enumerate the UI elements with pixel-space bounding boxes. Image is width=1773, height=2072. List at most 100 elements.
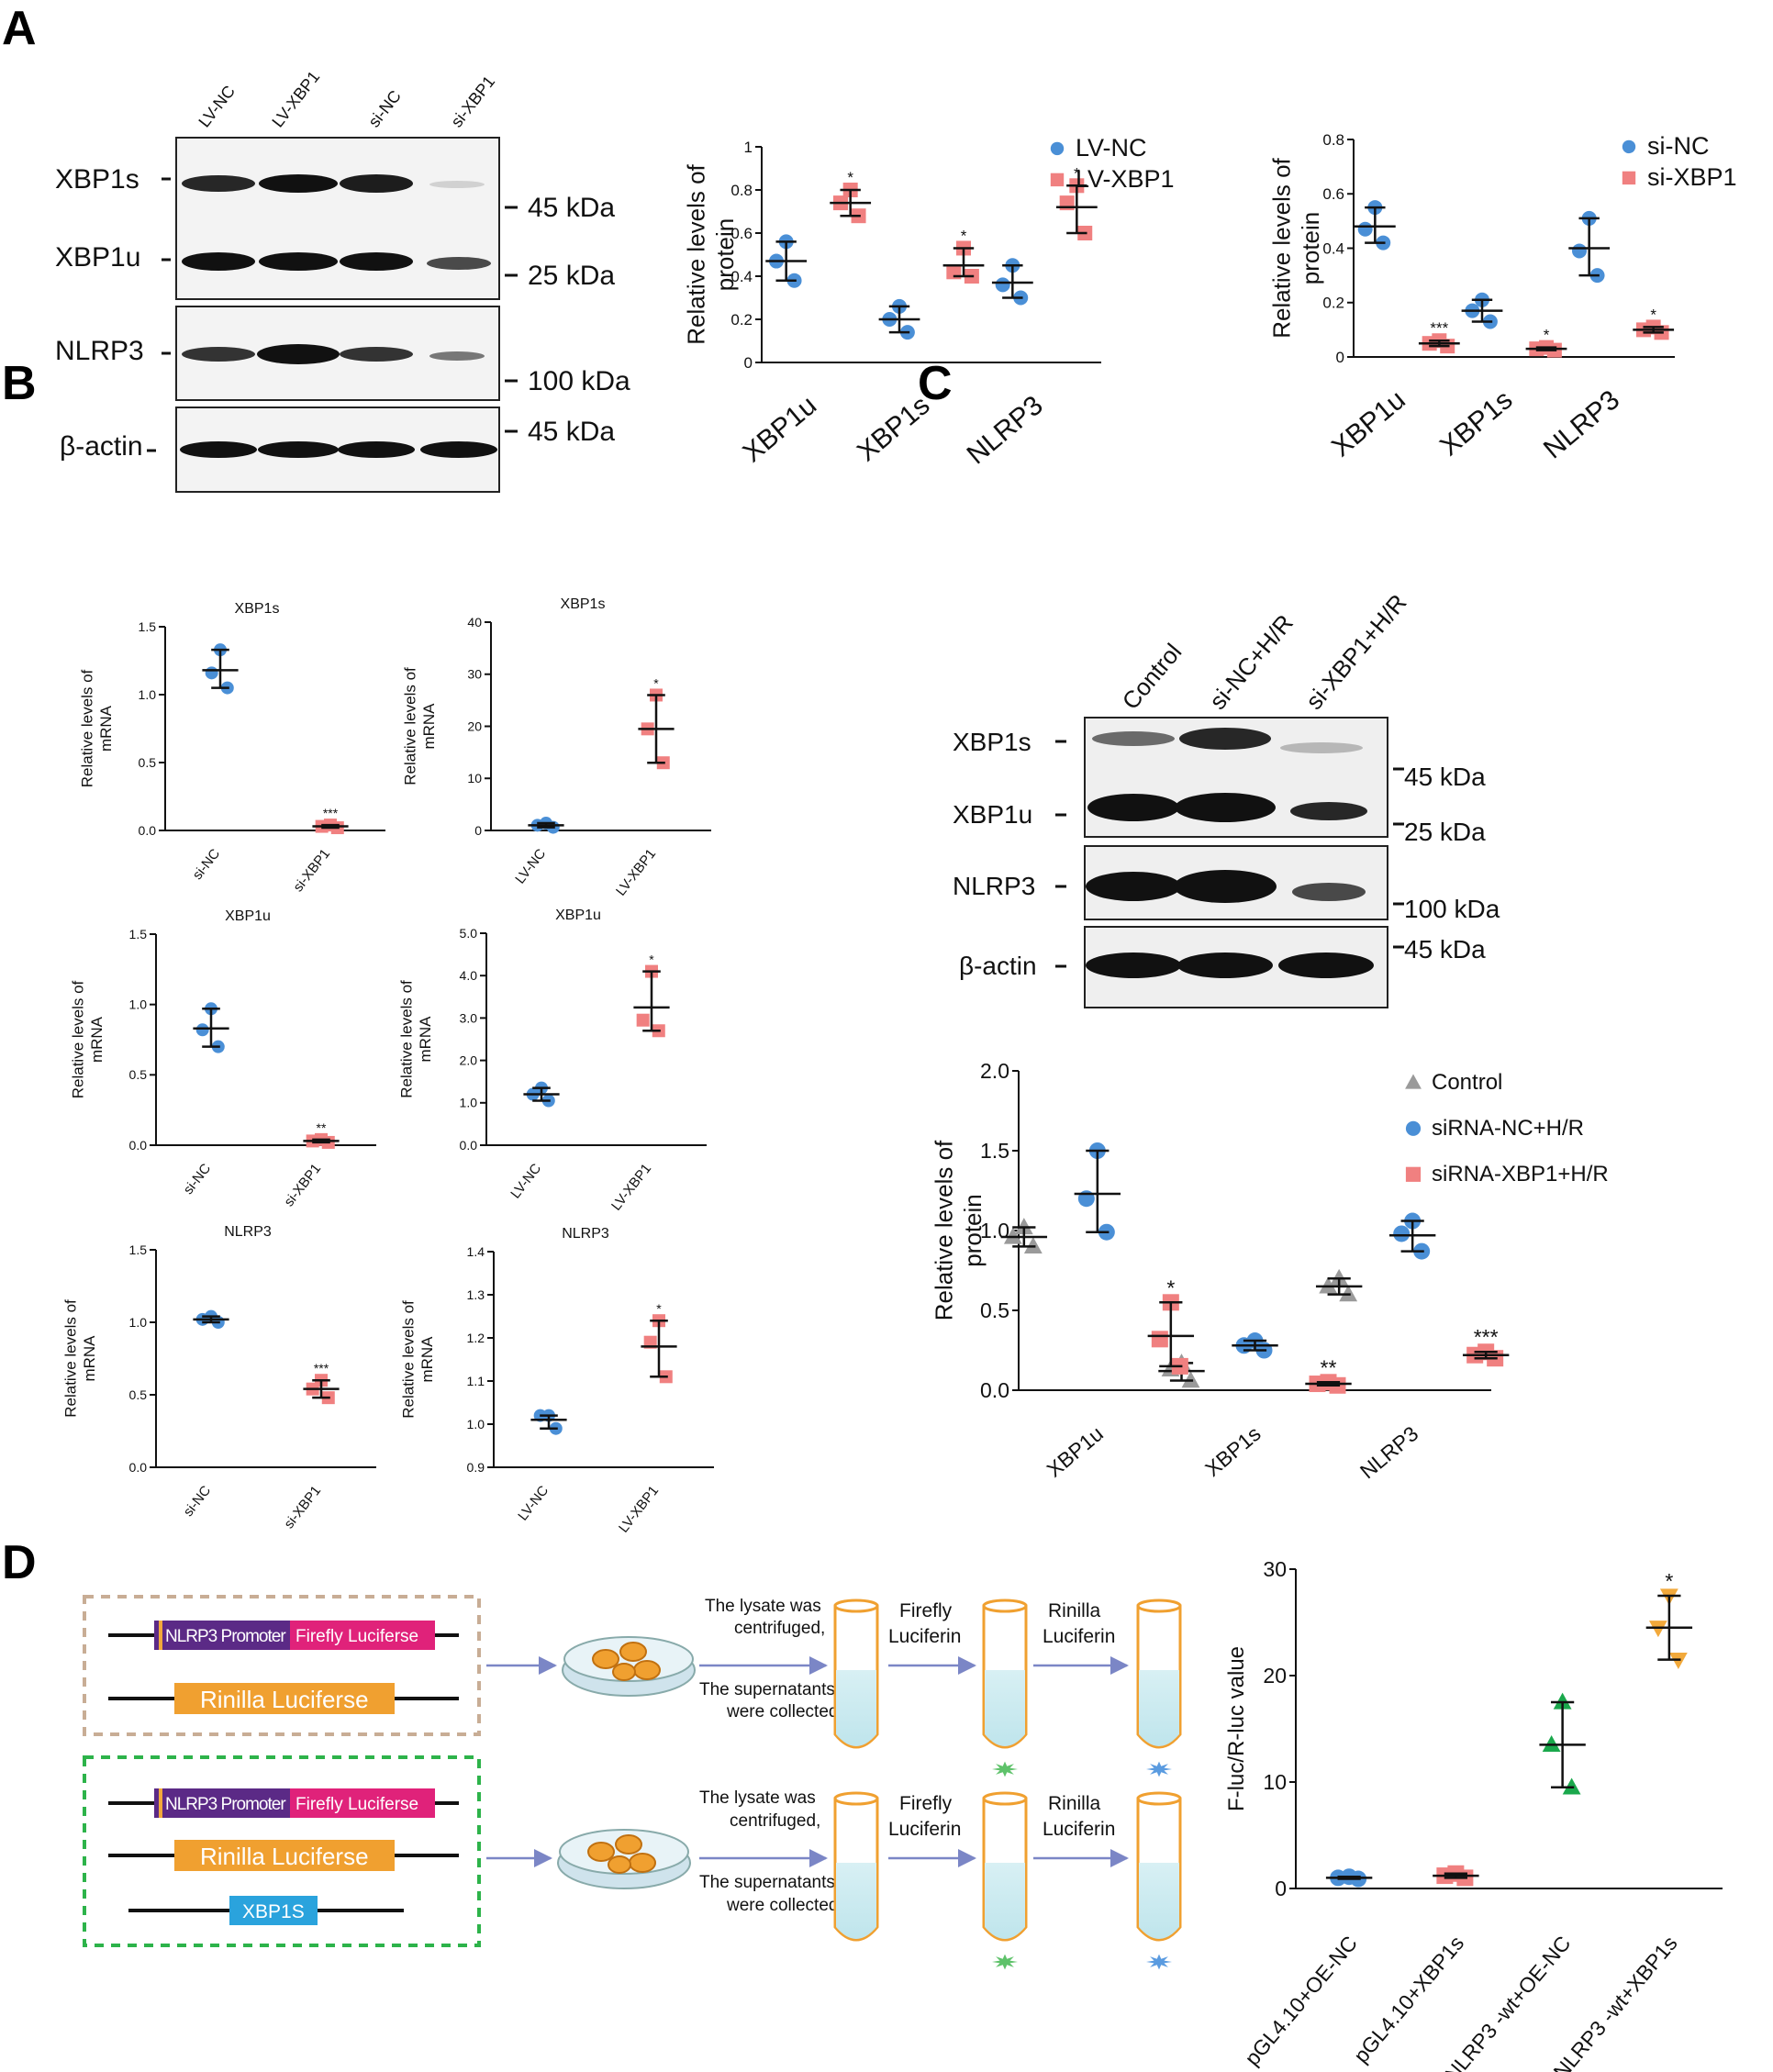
y-axis-label: Relative levels of [398, 980, 416, 1098]
band [1086, 872, 1181, 901]
y-tick-label: 1.0 [139, 687, 157, 702]
point-group [1305, 1374, 1352, 1394]
band [180, 441, 257, 458]
y-tick-label: 30 [467, 667, 482, 682]
y-tick-label: 10 [467, 771, 482, 785]
step-text: The lysate was [699, 1788, 816, 1808]
data-point [1050, 141, 1065, 156]
x-tick-label: LV-NC [515, 1483, 552, 1524]
legend-label: si-NC [1647, 132, 1710, 160]
point-group [1325, 1868, 1373, 1888]
data-point [1151, 1331, 1168, 1348]
y-tick-label: 5.0 [460, 926, 478, 941]
point-group [1418, 333, 1460, 354]
culture-dish-icon [562, 1636, 696, 1697]
legend-label: LV-NC [1076, 134, 1147, 162]
band [1092, 731, 1175, 746]
point-group [193, 1309, 229, 1329]
chart-b6: 0.9 1.0 1.1 1.2 1.3 1.4 Relative levels of mRNA… [400, 1226, 714, 1536]
point-group [1568, 210, 1611, 284]
reagent-text: Luciferin [888, 1626, 961, 1647]
y-tick-label: 0.8 [1322, 131, 1344, 149]
y-tick-label: 0.0 [129, 1138, 148, 1153]
point-group [1645, 1588, 1693, 1669]
x-tick-label: NLRP3 [1538, 384, 1625, 464]
data-point [1339, 1285, 1358, 1302]
data-point [1330, 1268, 1349, 1286]
data-point [1542, 1735, 1561, 1753]
step-text: were collected [726, 1702, 838, 1721]
chart-b4: 0.0 1.0 2.0 3.0 4.0 5.0 Relative levels of mRNA… [398, 908, 707, 1214]
step-text: centrifuged, [734, 1619, 825, 1638]
band [259, 174, 338, 193]
test-tube-icon [1136, 1791, 1182, 1970]
significance-label: * [1665, 1569, 1673, 1593]
x-tick-label: NLRP3 [962, 390, 1049, 470]
luminescence-icon [1146, 1954, 1172, 1970]
point-group [1354, 200, 1396, 251]
x-tick-label: XBP1u [737, 390, 822, 468]
y-tick-label: 1.5 [129, 927, 148, 941]
x-tick-label: pGL4.10+OE-NC [1240, 1932, 1362, 2070]
band [258, 441, 339, 458]
panel-label-b: B [2, 357, 37, 410]
y-tick-label: 0 [744, 354, 753, 372]
panel-label-d: D [2, 1536, 37, 1589]
y-tick-label: 1.4 [467, 1244, 485, 1259]
y-axis-label: mRNA [417, 1016, 434, 1063]
lane-label: LV-NC [195, 82, 239, 130]
point-group [991, 258, 1033, 306]
y-tick-label: 0.4 [730, 268, 753, 285]
band-label: XBP1u [953, 800, 1032, 829]
significance-label: *** [323, 806, 339, 820]
significance-label: *** [1430, 319, 1448, 337]
y-tick-label: 0.0 [460, 1138, 478, 1153]
x-tick-label: XBP1s [1434, 384, 1518, 462]
y-axis-label: Relative levels of [683, 163, 710, 344]
point-group [1055, 178, 1098, 240]
point-group [641, 1314, 677, 1384]
step-text: centrifuged, [730, 1811, 820, 1831]
chart-title: XBP1s [235, 601, 280, 617]
y-tick-label: 0.6 [730, 225, 753, 242]
luminescence-icon [992, 1761, 1018, 1777]
y-axis-label: mRNA [97, 705, 115, 752]
legend-label: siRNA-XBP1+H/R [1432, 1162, 1609, 1186]
point-group [202, 643, 239, 695]
significance-label: ** [1321, 1355, 1337, 1379]
data-point [636, 1013, 650, 1027]
significance-label: * [1544, 327, 1550, 344]
y-axis-label: mRNA [418, 1336, 436, 1383]
promoter-box [154, 1621, 290, 1650]
band [1179, 728, 1271, 750]
x-tick-label: NLRP3 [1355, 1421, 1423, 1484]
reagent-text: Luciferin [888, 1819, 961, 1840]
blot-c: Control si-NC+H/R si-XBP1+H/R XBP1s XBP1… [953, 589, 1500, 1008]
legend-label: LV-XBP1 [1076, 165, 1175, 193]
chart-b5: 0.0 0.5 1.0 1.5 Relative levels of mRNA NLRP3 s… [62, 1224, 376, 1532]
point-group [1461, 292, 1503, 329]
y-tick-label: 1.5 [139, 619, 157, 634]
point-group [1147, 1294, 1195, 1375]
point-group [1525, 340, 1567, 358]
renilla-box [174, 1683, 395, 1714]
y-tick-label: 0 [1336, 349, 1344, 366]
point-group [1633, 319, 1675, 340]
x-tick-label: si-NC [181, 1483, 215, 1520]
data-point [1405, 1074, 1422, 1089]
y-tick-label: 0.0 [139, 823, 157, 838]
y-tick-label: 1.0 [467, 1417, 485, 1431]
point-group [1388, 1212, 1436, 1260]
point-group [1433, 1865, 1479, 1887]
band [1292, 883, 1366, 901]
xbp1s-box [229, 1896, 318, 1925]
test-tube-icon [833, 1791, 879, 1942]
point-group [303, 1374, 340, 1405]
band-label: NLRP3 [55, 336, 144, 366]
test-tube-icon [982, 1599, 1028, 1777]
data-point [1023, 1237, 1043, 1254]
step-text: were collected [726, 1896, 838, 1915]
promoter-label: NLRP3 Promoter [165, 1795, 286, 1814]
significance-label: ** [317, 1120, 327, 1135]
